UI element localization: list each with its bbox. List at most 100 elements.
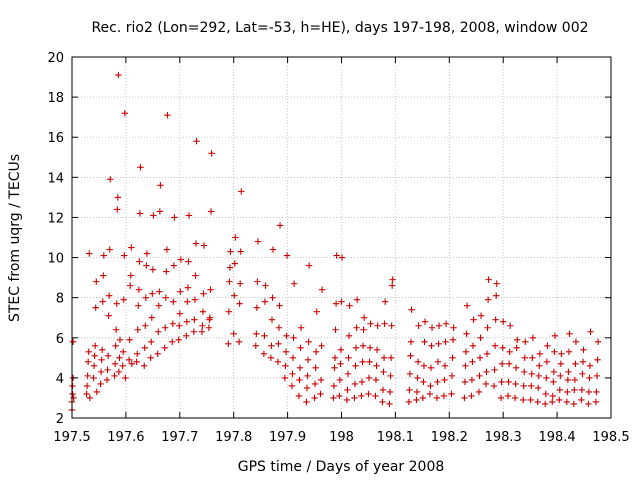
data-point: [98, 346, 106, 354]
data-point: [317, 390, 324, 398]
data-point: [594, 338, 602, 345]
data-point: [353, 296, 361, 303]
data-point: [84, 358, 92, 366]
data-point: [282, 362, 289, 370]
data-point: [303, 398, 310, 406]
data-point: [192, 240, 200, 247]
data-point: [379, 386, 387, 394]
data-point: [114, 194, 122, 201]
data-point: [448, 390, 455, 398]
data-point: [276, 222, 284, 229]
data-point: [594, 356, 601, 364]
data-point: [198, 328, 206, 335]
data-point: [205, 324, 213, 331]
data-point: [450, 324, 457, 331]
data-point: [122, 374, 129, 382]
data-point: [121, 252, 128, 259]
data-point: [311, 394, 318, 402]
data-point: [225, 308, 233, 315]
data-point: [262, 282, 269, 289]
data-point: [100, 252, 108, 259]
data-point: [449, 354, 456, 362]
data-point: [128, 244, 135, 251]
data-point: [550, 368, 558, 376]
data-point: [462, 362, 469, 370]
data-point: [128, 360, 136, 368]
data-point: [536, 350, 544, 358]
data-point: [337, 360, 344, 368]
data-point: [483, 368, 490, 376]
data-point: [141, 362, 148, 370]
data-point: [288, 382, 296, 390]
data-point: [592, 398, 600, 406]
data-point: [330, 394, 337, 402]
data-point: [469, 342, 477, 349]
data-point: [381, 298, 389, 305]
data-point: [115, 71, 122, 79]
x-tick-label: 198.4: [538, 430, 575, 445]
data-point: [442, 320, 450, 327]
data-point: [149, 290, 156, 297]
data-point: [97, 380, 104, 388]
data-point: [92, 304, 99, 311]
data-point: [564, 388, 571, 396]
data-point: [70, 394, 77, 402]
data-point: [428, 342, 435, 349]
x-tick-label: 198.1: [377, 430, 414, 445]
data-point: [163, 268, 170, 275]
data-point: [381, 320, 388, 327]
data-point: [142, 294, 150, 301]
data-point: [93, 388, 100, 396]
data-point: [543, 358, 551, 366]
data-point: [232, 234, 239, 241]
x-tick-label: 197.5: [53, 430, 90, 445]
data-point: [372, 392, 379, 400]
data-point: [506, 348, 513, 356]
data-point: [505, 360, 513, 368]
data-point: [491, 342, 499, 349]
data-point: [388, 322, 395, 329]
data-point: [528, 382, 535, 390]
data-point: [468, 376, 476, 384]
y-tick-label: 10: [47, 252, 64, 267]
data-point: [491, 366, 498, 374]
data-point: [551, 348, 558, 356]
data-point: [317, 376, 325, 384]
data-point: [544, 342, 551, 349]
data-point: [283, 252, 291, 259]
data-point: [149, 266, 157, 273]
data-point: [290, 334, 297, 341]
data-point: [338, 254, 346, 261]
data-point: [593, 388, 600, 396]
data-point: [114, 206, 121, 213]
data-point: [535, 384, 542, 392]
data-point: [485, 276, 492, 283]
data-point: [448, 372, 456, 380]
data-point: [238, 188, 245, 195]
data-point: [261, 298, 269, 305]
data-point: [304, 372, 311, 380]
data-point: [578, 396, 585, 404]
data-point: [230, 330, 237, 337]
data-point: [104, 352, 112, 360]
data-point: [366, 344, 374, 352]
y-axis-title: STEC from uqrg / TECUs: [7, 154, 23, 322]
data-point: [99, 298, 106, 305]
data-point: [105, 312, 112, 319]
data-point: [461, 378, 469, 386]
data-point: [164, 111, 171, 119]
data-point: [440, 392, 448, 400]
data-point: [345, 354, 352, 362]
data-point: [336, 392, 343, 400]
data-point: [441, 362, 449, 370]
data-point: [367, 320, 374, 327]
data-point: [434, 358, 442, 366]
data-point: [570, 400, 578, 408]
data-point: [585, 388, 593, 396]
data-point: [565, 368, 572, 376]
data-point: [563, 398, 571, 406]
data-point: [332, 326, 339, 333]
data-point: [112, 326, 120, 333]
data-point: [492, 292, 500, 299]
